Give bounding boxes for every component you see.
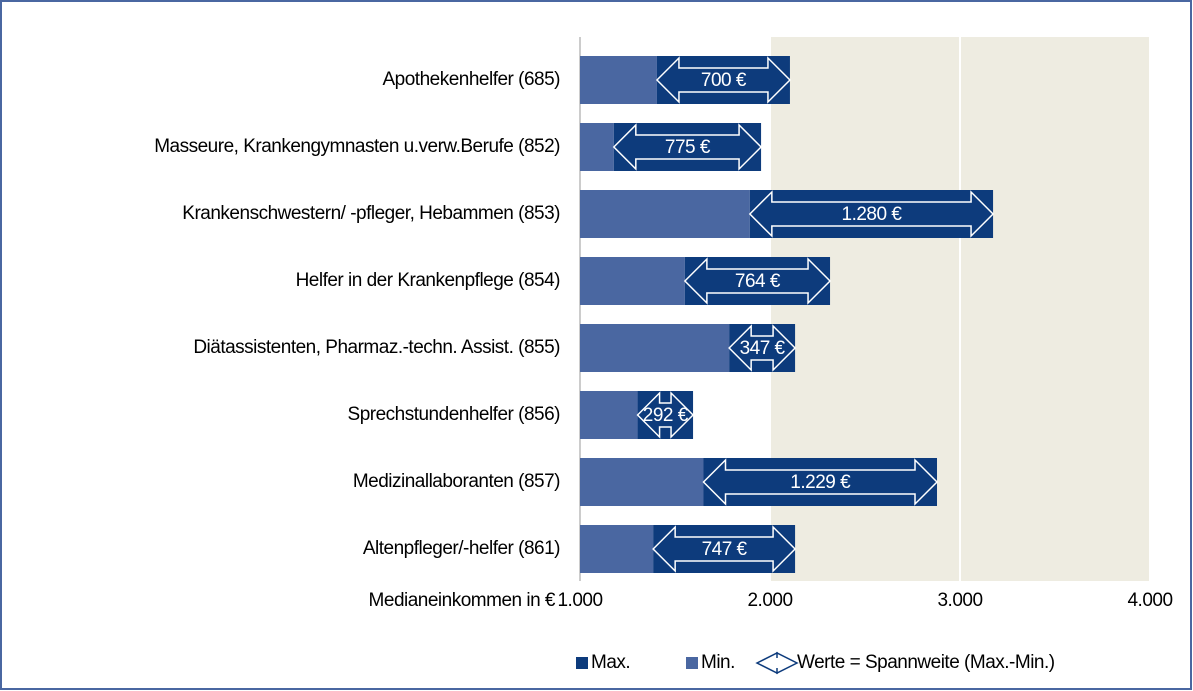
value-label: 292 € <box>643 405 689 426</box>
bar-min <box>580 56 657 104</box>
y-tick-label: Krankenschwestern/ -pfleger, Hebammen (8… <box>182 203 560 224</box>
value-label: 775 € <box>665 137 711 158</box>
y-tick-label: Helfer in der Krankenpflege (854) <box>296 270 561 291</box>
y-tick-label: Diätassistenten, Pharmaz.-techn. Assist.… <box>193 337 560 358</box>
bar-min <box>580 324 730 372</box>
value-label: 747 € <box>702 539 748 560</box>
x-axis-label: Medianeinkommen in € <box>369 590 556 611</box>
legend-label: Min. <box>701 652 735 673</box>
value-label: 764 € <box>735 271 781 292</box>
range-arrow <box>683 257 832 305</box>
range-arrow <box>702 458 939 506</box>
y-tick-label: Apothekenhelfer (685) <box>382 69 560 90</box>
range-arrow <box>636 391 695 439</box>
bar-min <box>580 123 614 171</box>
bar-min <box>580 190 750 238</box>
bar-min <box>580 458 704 506</box>
range-arrow <box>612 123 763 171</box>
value-label: 700 € <box>701 70 747 91</box>
value-label: 1.280 € <box>842 204 903 225</box>
y-tick-label: Sprechstundenhelfer (856) <box>348 404 561 425</box>
range-arrow <box>655 56 792 104</box>
legend-arrow <box>755 651 799 675</box>
bar-min <box>580 257 685 305</box>
bar-min <box>580 391 638 439</box>
y-tick-label: Medizinallaboranten (857) <box>353 471 560 492</box>
x-tick-label: 2.000 <box>747 590 792 611</box>
range-arrow <box>728 324 797 372</box>
legend-label: Max. <box>591 652 630 673</box>
legend-swatch <box>576 657 588 669</box>
y-tick-label: Masseure, Krankengymnasten u.verw.Berufe… <box>154 136 560 157</box>
x-tick-label: 3.000 <box>937 590 982 611</box>
y-tick-label: Altenpfleger/-helfer (861) <box>363 538 560 559</box>
legend-label: Werte = Spannweite (Max.-Min.) <box>797 652 1055 673</box>
range-arrow <box>652 525 797 573</box>
bar-min <box>580 525 654 573</box>
x-tick-label: 1.000 <box>557 590 602 611</box>
range-arrow <box>748 190 995 238</box>
value-label: 1.229 € <box>790 472 851 493</box>
value-label: 347 € <box>740 338 786 359</box>
x-tick-label: 4.000 <box>1127 590 1172 611</box>
legend-swatch <box>686 657 698 669</box>
